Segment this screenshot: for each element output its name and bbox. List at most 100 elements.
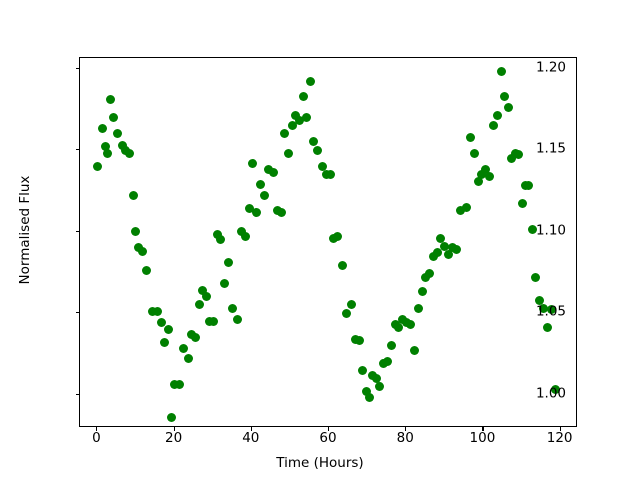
- scatter-point: [492, 111, 502, 121]
- scatter-point: [244, 204, 254, 214]
- scatter-point: [198, 285, 208, 295]
- scatter-point: [156, 318, 166, 328]
- x-tick-mark: [328, 427, 330, 431]
- scatter-point: [496, 67, 506, 77]
- scatter-point: [473, 176, 483, 186]
- scatter-point: [503, 103, 513, 113]
- y-tick-label: 1.05: [535, 303, 566, 320]
- scatter-point: [109, 112, 119, 122]
- scatter-point: [346, 300, 356, 310]
- scatter-point: [444, 249, 454, 259]
- scatter-point: [97, 124, 107, 134]
- scatter-point: [394, 323, 404, 333]
- x-tick-mark: [173, 427, 175, 431]
- scatter-point: [466, 132, 476, 142]
- scatter-point: [179, 344, 189, 354]
- y-tick-mark: [75, 230, 80, 232]
- scatter-point: [280, 129, 290, 139]
- scatter-point: [524, 181, 534, 191]
- y-tick-mark: [75, 149, 80, 151]
- scatter-point: [129, 191, 139, 201]
- scatter-point: [220, 279, 230, 289]
- scatter-point: [248, 158, 258, 168]
- scatter-point: [488, 121, 498, 131]
- scatter-point: [358, 365, 368, 375]
- scatter-point: [382, 357, 392, 367]
- scatter-point: [317, 161, 327, 171]
- y-axis-label-wrapper: Normalised Flux: [0, 0, 33, 480]
- scatter-point: [100, 142, 110, 152]
- scatter-point: [539, 303, 549, 313]
- scatter-point: [361, 386, 371, 396]
- scatter-point: [470, 148, 480, 158]
- y-tick-mark: [75, 67, 80, 69]
- scatter-point: [514, 150, 524, 160]
- scatter-point: [371, 373, 381, 383]
- y-tick-label: 1.15: [535, 140, 566, 157]
- scatter-point: [268, 168, 278, 178]
- scatter-point: [240, 231, 250, 241]
- scatter-point: [227, 303, 237, 313]
- scatter-point: [481, 165, 491, 175]
- scatter-point: [507, 153, 517, 163]
- scatter-point: [485, 171, 495, 181]
- scatter-point: [440, 241, 450, 251]
- scatter-point: [194, 300, 204, 310]
- x-tick-label: 60: [319, 430, 337, 446]
- x-tick-label: 40: [242, 430, 260, 446]
- scatter-point: [333, 231, 343, 241]
- scatter-point: [305, 77, 315, 87]
- scatter-point: [175, 380, 185, 390]
- x-tick-label: 120: [546, 430, 573, 446]
- scatter-point: [183, 354, 193, 364]
- scatter-point: [287, 121, 297, 131]
- scatter-point: [224, 258, 234, 268]
- scatter-point: [451, 245, 461, 255]
- scatter-point: [309, 137, 319, 147]
- scatter-point: [429, 251, 439, 261]
- scatter-point: [531, 272, 541, 282]
- scatter-point: [256, 179, 266, 189]
- scatter-point: [477, 170, 487, 180]
- scatter-point: [386, 341, 396, 351]
- scatter-point: [436, 233, 446, 243]
- scatter-point: [354, 336, 364, 346]
- scatter-point: [425, 269, 435, 279]
- x-tick-mark: [482, 427, 484, 431]
- scatter-point: [342, 308, 352, 318]
- scatter-point: [105, 95, 115, 105]
- scatter-point: [216, 235, 226, 245]
- scatter-point: [294, 116, 304, 126]
- scatter-point: [432, 248, 442, 258]
- scatter-point: [302, 112, 312, 122]
- x-axis-label: Time (Hours): [276, 455, 364, 471]
- scatter-point: [291, 111, 301, 121]
- scatter-point: [550, 385, 560, 395]
- scatter-point: [455, 205, 465, 215]
- scatter-point: [163, 324, 173, 334]
- scatter-points-layer: [80, 58, 576, 426]
- scatter-point: [405, 320, 415, 329]
- x-tick-label: 100: [469, 430, 496, 446]
- scatter-point: [118, 140, 128, 150]
- scatter-point: [138, 246, 148, 256]
- scatter-point: [209, 316, 219, 326]
- scatter-point: [170, 380, 180, 390]
- scatter-point: [413, 303, 423, 313]
- scatter-point: [167, 412, 177, 422]
- scatter-point: [421, 272, 431, 282]
- x-tick-mark: [559, 427, 561, 431]
- scatter-point: [232, 315, 242, 325]
- scatter-point: [159, 337, 169, 347]
- y-tick-mark: [75, 393, 80, 395]
- scatter-point: [461, 202, 471, 212]
- scatter-point: [535, 295, 545, 305]
- scatter-point: [409, 346, 419, 356]
- scatter-point: [124, 148, 134, 158]
- scatter-point: [102, 148, 112, 158]
- scatter-point: [252, 207, 262, 217]
- scatter-point: [517, 199, 527, 209]
- scatter-point: [92, 161, 102, 171]
- scatter-point: [212, 230, 222, 240]
- scatter-point: [147, 306, 157, 316]
